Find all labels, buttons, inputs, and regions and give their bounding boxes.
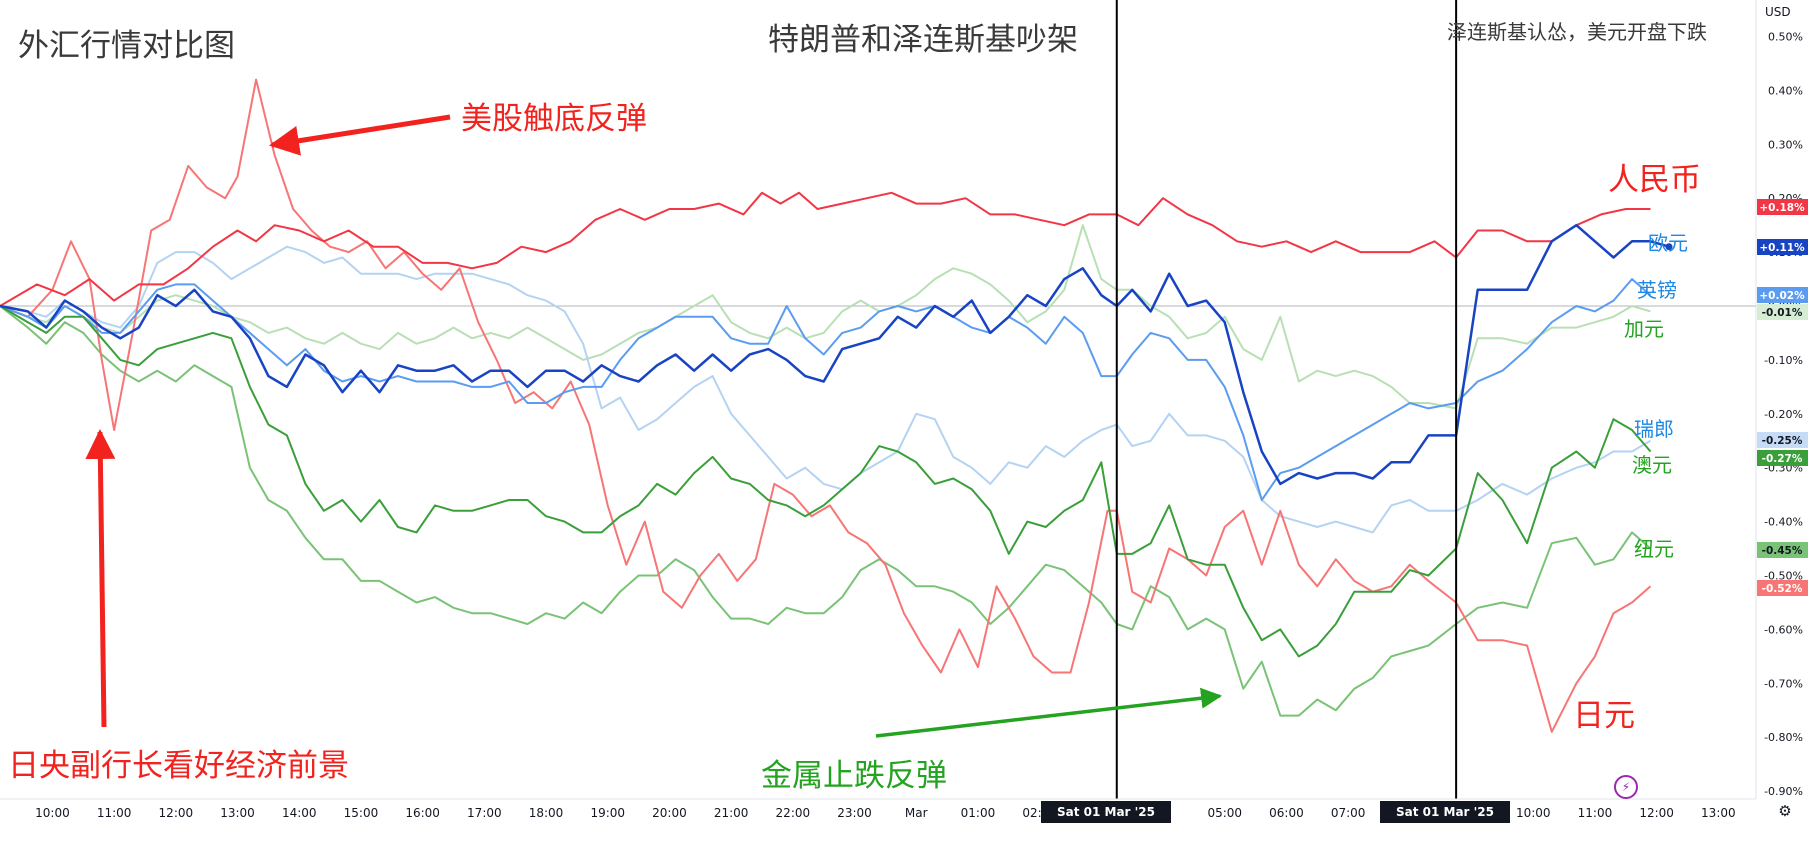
x-tick-label: 21:00: [714, 806, 749, 820]
price-badge-eur: [1757, 239, 1808, 255]
y-tick-label: 0.50%: [1768, 31, 1803, 44]
y-tick-label: -0.40%: [1764, 516, 1803, 529]
series-line-cny[interactable]: [0, 191, 1651, 307]
annotation-arrows: [85, 114, 1223, 738]
series-name-cny: 人民币: [1608, 162, 1701, 198]
event-note: 泽连斯基认怂，美元开盘下跌: [1447, 20, 1707, 44]
currency-label[interactable]: USD: [1765, 5, 1791, 19]
series-name-aud: 澳元: [1632, 453, 1672, 477]
axis-ticks: 0.50%0.40%0.30%0.20%0.10%0.00%-0.10%-0.2…: [35, 31, 1803, 821]
x-tick-label: 13:00: [220, 806, 255, 820]
series-line-chf[interactable]: [0, 245, 1652, 534]
y-tick-label: -0.70%: [1764, 677, 1803, 690]
x-tick-label: Mar: [905, 806, 928, 820]
x-tick-label: 11:00: [97, 806, 132, 820]
x-tick-label: 12:00: [159, 806, 194, 820]
series-name-nzd: 纽元: [1634, 537, 1674, 561]
lightning-icon[interactable]: ⚡: [1614, 775, 1638, 799]
x-tick-label: 23:00: [837, 806, 872, 820]
price-badge-cad: [1757, 304, 1808, 320]
gear-icon[interactable]: ⚙: [1778, 802, 1792, 820]
x-tick-label: 07:00: [1331, 806, 1366, 820]
x-tick-label: 10:00: [35, 806, 70, 820]
price-badge-text-cny: +0.18%: [1759, 202, 1805, 214]
series-line-aud[interactable]: [0, 305, 1652, 658]
boj-arrow: [85, 429, 116, 728]
series-group: [0, 78, 1673, 733]
metals-arrow: [875, 687, 1223, 738]
price-badge-text-gbp: +0.02%: [1759, 290, 1805, 302]
series-name-gbp: 英镑: [1637, 278, 1677, 302]
x-tick-label: 05:00: [1207, 806, 1242, 820]
price-badge-jpy: [1757, 580, 1808, 596]
price-badge-aud: [1757, 450, 1808, 466]
series-line-nzd[interactable]: [0, 305, 1652, 717]
y-tick-label: -0.90%: [1764, 785, 1803, 798]
x-tick-label: 17:00: [467, 806, 502, 820]
price-badge-text-cad: -0.01%: [1762, 307, 1803, 319]
x-tick-label: 14:00: [282, 806, 317, 820]
y-tick-label: -0.10%: [1764, 354, 1803, 367]
price-badge-text-chf: -0.25%: [1762, 435, 1803, 447]
annotation-stocks: 美股触底反弹: [461, 101, 647, 137]
event-title: 特朗普和泽连斯基吵架: [768, 22, 1078, 58]
forex-comparison-chart: 0.50%0.40%0.30%0.20%0.10%0.00%-0.10%-0.2…: [0, 0, 1808, 821]
series-line-jpy[interactable]: [0, 78, 1652, 733]
price-badge-text-eur: +0.11%: [1759, 242, 1805, 254]
price-badge-text-aud: -0.27%: [1762, 453, 1803, 465]
y-tick-label: -0.20%: [1764, 408, 1803, 421]
y-tick-label: -0.50%: [1764, 570, 1803, 583]
x-tick-label: 15:00: [344, 806, 379, 820]
x-tick-label: 16:00: [405, 806, 440, 820]
y-tick-label: 0.30%: [1768, 138, 1803, 151]
x-tick-label: 18:00: [529, 806, 564, 820]
price-badge-text-jpy: -0.52%: [1762, 583, 1803, 595]
series-line-cad[interactable]: [0, 224, 1651, 410]
series-name-jpy: 日元: [1573, 698, 1635, 734]
series-name-eur: 欧元: [1648, 231, 1688, 255]
annotation-boj: 日央副行长看好经济前景: [8, 748, 349, 784]
series-name-cad: 加元: [1624, 317, 1664, 341]
price-badge-gbp: [1757, 287, 1808, 303]
x-tick-label: 01:00: [961, 806, 996, 820]
chart-title: 外汇行情对比图: [18, 28, 235, 64]
x-tick-label: 20:00: [652, 806, 687, 820]
x-tick-label: 10:00: [1516, 806, 1551, 820]
x-tick-label: 11:00: [1578, 806, 1613, 820]
series-line-gbp[interactable]: [0, 278, 1652, 501]
x-tick-label: 19:00: [590, 806, 625, 820]
crosshair-time-badge-2: Sat 01 Mar '25 08:45: [1380, 801, 1510, 841]
y-tick-label: -0.60%: [1764, 623, 1803, 636]
series-end-labels: +0.18% +0.11% +0.02% -0.01% -0.25% -0.27% -0.4…: [1573, 162, 1808, 734]
event-lines-group: [1115, 0, 1458, 799]
price-badge-nzd: [1757, 542, 1808, 558]
series-end-dot-eur: [1665, 243, 1673, 251]
price-badge-text-nzd: -0.45%: [1762, 545, 1803, 557]
y-tick-label: 0.40%: [1768, 84, 1803, 97]
y-tick-label: -0.80%: [1764, 731, 1803, 744]
series-name-chf: 瑞郎: [1634, 417, 1674, 441]
x-tick-label: 06:00: [1269, 806, 1304, 820]
x-tick-label: 22:00: [776, 806, 811, 820]
price-badge-chf: [1757, 432, 1808, 448]
series-line-eur[interactable]: [0, 223, 1670, 486]
x-tick-label: 13:00: [1701, 806, 1736, 820]
price-badge-cny: [1757, 199, 1808, 215]
stocks-arrow: [269, 114, 451, 156]
x-tick-label: 12:00: [1639, 806, 1674, 820]
crosshair-time-badge-1: Sat 01 Mar '25 03:15: [1041, 801, 1171, 841]
annotation-metals: 金属止跌反弹: [761, 758, 947, 794]
